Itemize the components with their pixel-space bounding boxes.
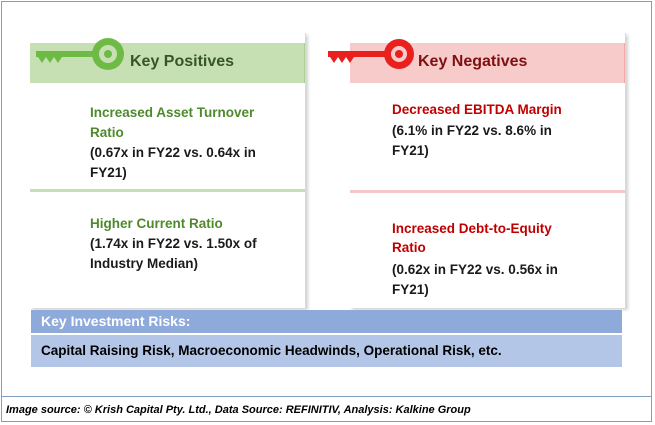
- key-positives-panel: Key Positives Increased Asset Turnover R…: [30, 33, 306, 308]
- key-negatives-panel: Key Negatives Decreased EBITDA Margin (6…: [328, 33, 626, 308]
- positive-item-1-desc-line2: FY21): [90, 165, 127, 180]
- negative-item-1-desc-line2: FY21): [392, 143, 429, 158]
- negative-item-1-title: Decreased EBITDA Margin: [392, 102, 562, 117]
- green-key-icon: [36, 38, 124, 70]
- positive-item-2-title: Higher Current Ratio: [90, 216, 223, 231]
- negative-item-2-desc-line2: FY21): [392, 282, 429, 297]
- negative-item-2-title-line2: Ratio: [392, 240, 426, 255]
- key-positives-header: Key Positives: [30, 43, 305, 83]
- footer-divider: [1, 396, 652, 397]
- red-key-icon: [328, 39, 414, 69]
- positive-item-2-desc-line1: (1.74x in FY22 vs. 1.50x of: [90, 236, 257, 251]
- investment-risks-body: Capital Raising Risk, Macroeconomic Head…: [31, 335, 622, 367]
- positive-item-1-title-line2: Ratio: [90, 125, 124, 140]
- positive-item-2-desc-line2: Industry Median): [90, 256, 199, 271]
- positive-item-1-title-line1: Increased Asset Turnover: [90, 105, 255, 120]
- key-positives-title: Key Positives: [130, 53, 235, 70]
- negative-item-1-desc-line1: (6.1% in FY22 vs. 8.6% in: [392, 123, 552, 138]
- negative-divider: [350, 190, 625, 193]
- investment-risks-title: Key Investment Risks:: [41, 313, 191, 329]
- investment-risks-header: Key Investment Risks:: [31, 310, 622, 333]
- negative-item-2-title-line1: Increased Debt-to-Equity: [392, 221, 552, 236]
- negative-item-2-desc-line1: (0.62x in FY22 vs. 0.56x in: [392, 262, 558, 277]
- key-negatives-title: Key Negatives: [418, 53, 528, 70]
- source-footnote: Image source: © Krish Capital Pty. Ltd.,…: [6, 404, 471, 416]
- positive-divider: [30, 189, 305, 192]
- investment-risks-text: Capital Raising Risk, Macroeconomic Head…: [41, 343, 502, 358]
- positive-item-1-desc-line1: (0.67x in FY22 vs. 0.64x in: [90, 145, 256, 160]
